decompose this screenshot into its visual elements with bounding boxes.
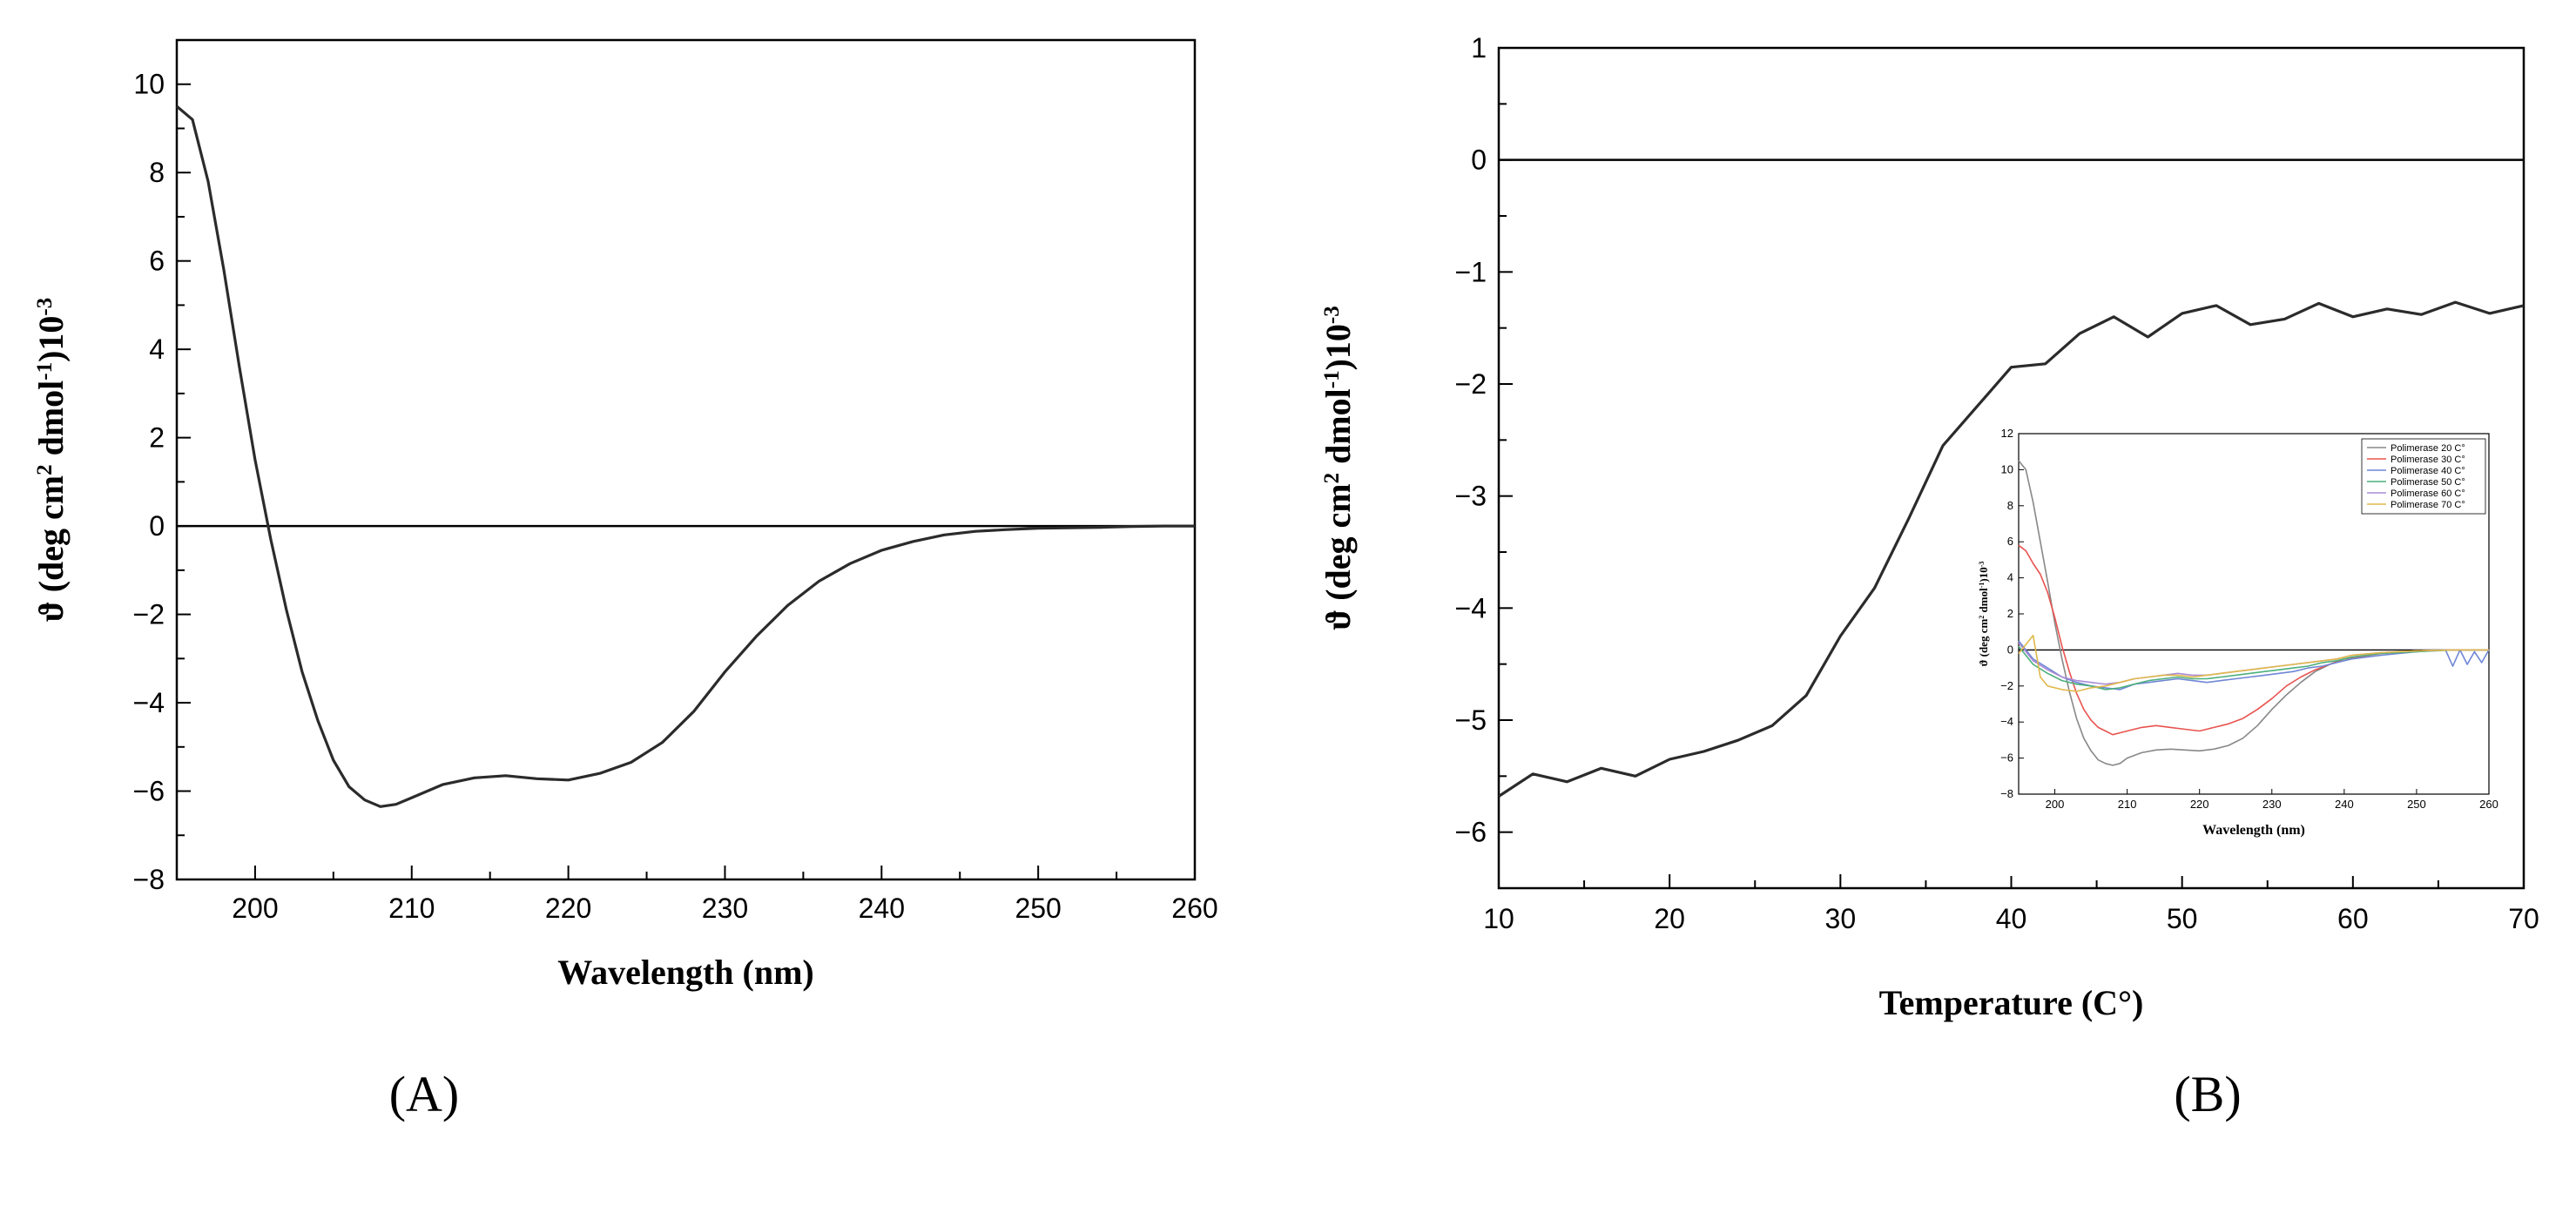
y-tick-label: 4 — [149, 334, 165, 365]
y-tick-label: −6 — [133, 776, 165, 807]
inset-series-line-1 — [2018, 544, 2489, 736]
y-tick-label: 8 — [149, 157, 165, 188]
x-tick-label: 230 — [702, 893, 748, 924]
plot-frame — [175, 38, 1197, 881]
inset-x-tick-label: 200 — [2046, 798, 2065, 811]
panel-label-b: (B) — [2174, 1066, 2241, 1122]
x-tick-label: 220 — [545, 893, 591, 924]
inset-y-tick-label: −4 — [2000, 715, 2013, 728]
x-tick-label: 260 — [1171, 893, 1217, 924]
x-tick-label: 30 — [1825, 903, 1857, 934]
inset-y-tick-label: 4 — [2007, 571, 2013, 584]
inset-series-line-5 — [2018, 635, 2489, 692]
x-tick-label: 200 — [232, 893, 278, 924]
y-tick-label: −4 — [133, 687, 165, 718]
x-tick-label: 250 — [1015, 893, 1061, 924]
panel-a-chart: 200 210 220 230 240 250 260 −8 −6 −4 −2 0 2 4 6 8 10 Wave… — [31, 38, 1218, 1122]
y-tick-label: 1 — [1471, 32, 1487, 64]
legend-entry-1: Polimerase 30 C° — [2391, 455, 2465, 465]
inset-y-tick-label: −6 — [2000, 751, 2013, 765]
x-tick-label: 240 — [859, 893, 905, 924]
series-line-0 — [1498, 300, 2525, 798]
x-tick-label: 20 — [1654, 903, 1685, 934]
inset-series-line-3 — [2018, 645, 2489, 691]
legend-entry-3: Polimerase 50 C° — [2391, 477, 2465, 488]
y-tick-label: −2 — [133, 599, 165, 630]
inset-y-tick-label: 8 — [2007, 499, 2013, 512]
y-axis-title: ϑ (deg cm2 dmol-1)10-3 — [31, 298, 71, 623]
series-line-0 — [175, 104, 1195, 808]
inset-y-tick-label: 12 — [2001, 427, 2013, 440]
y-tick-label: −4 — [1455, 592, 1487, 623]
x-tick-label: 210 — [388, 893, 435, 924]
panel-b-chart: 10 20 30 40 50 60 70−6−5−4−3−2−101Temperature … — [1318, 32, 2539, 1122]
y-tick-label: 6 — [149, 246, 165, 277]
inset-y-axis-title: ϑ (deg cm2 dmol-1)10-3 — [1977, 562, 1990, 667]
y-tick-label: −2 — [1455, 368, 1487, 400]
inset-x-tick-label: 260 — [2479, 798, 2498, 811]
x-axis-title: Temperature (C°) — [1879, 983, 2144, 1022]
inset-y-tick-label: 10 — [2001, 462, 2013, 475]
y-tick-label: 0 — [149, 510, 165, 542]
x-tick-label: 10 — [1483, 903, 1514, 934]
inset-legend-box — [2361, 438, 2486, 515]
x-tick-label: 40 — [1996, 903, 2027, 934]
y-tick-label: −1 — [1455, 256, 1487, 287]
y-tick-label: 0 — [1471, 145, 1487, 176]
inset-x-tick-label: 240 — [2335, 798, 2354, 811]
legend-entry-5: Polimerase 70 C° — [2391, 500, 2465, 510]
y-tick-label: −6 — [1455, 817, 1487, 848]
inset-x-tick-label: 230 — [2262, 798, 2282, 811]
y-tick-label: 2 — [149, 422, 165, 454]
y-tick-label: −3 — [1455, 481, 1487, 512]
inset-y-tick-label: 0 — [2007, 643, 2013, 656]
inset-x-axis-title: Wavelength (nm) — [2202, 823, 2305, 838]
x-tick-label: 70 — [2508, 903, 2539, 934]
y-tick-label: −8 — [133, 864, 165, 895]
inset-y-tick-label: 6 — [2007, 535, 2013, 548]
inset-y-tick-label: −2 — [2000, 679, 2013, 692]
x-axis-title: Wavelength (nm) — [557, 953, 813, 992]
y-axis-title: ϑ (deg cm2 dmol-1)10-3 — [1318, 306, 1358, 630]
inset-series-line-0 — [2018, 460, 2489, 766]
legend-entry-0: Polimerase 20 C° — [2391, 443, 2465, 454]
legend-entry-2: Polimerase 40 C° — [2391, 466, 2465, 476]
legend-entry-4: Polimerase 60 C° — [2391, 488, 2465, 499]
inset-x-tick-label: 220 — [2190, 798, 2209, 811]
panel-b-inset-chart: 200 210 220 230 240 250 260 −8 −6 −4 −2 0 2 4 6 8 10 12 Wa… — [1970, 423, 2501, 876]
y-tick-label: −5 — [1455, 704, 1487, 736]
inset-y-tick-label: 2 — [2007, 607, 2013, 620]
x-tick-label: 50 — [2167, 903, 2198, 934]
inset-x-tick-label: 210 — [2118, 798, 2137, 811]
panel-label-a: (A) — [389, 1066, 460, 1122]
y-tick-label: 10 — [133, 69, 165, 100]
inset-x-tick-label: 250 — [2407, 798, 2426, 811]
x-tick-label: 60 — [2337, 903, 2369, 934]
inset-y-tick-label: −8 — [2000, 787, 2013, 800]
